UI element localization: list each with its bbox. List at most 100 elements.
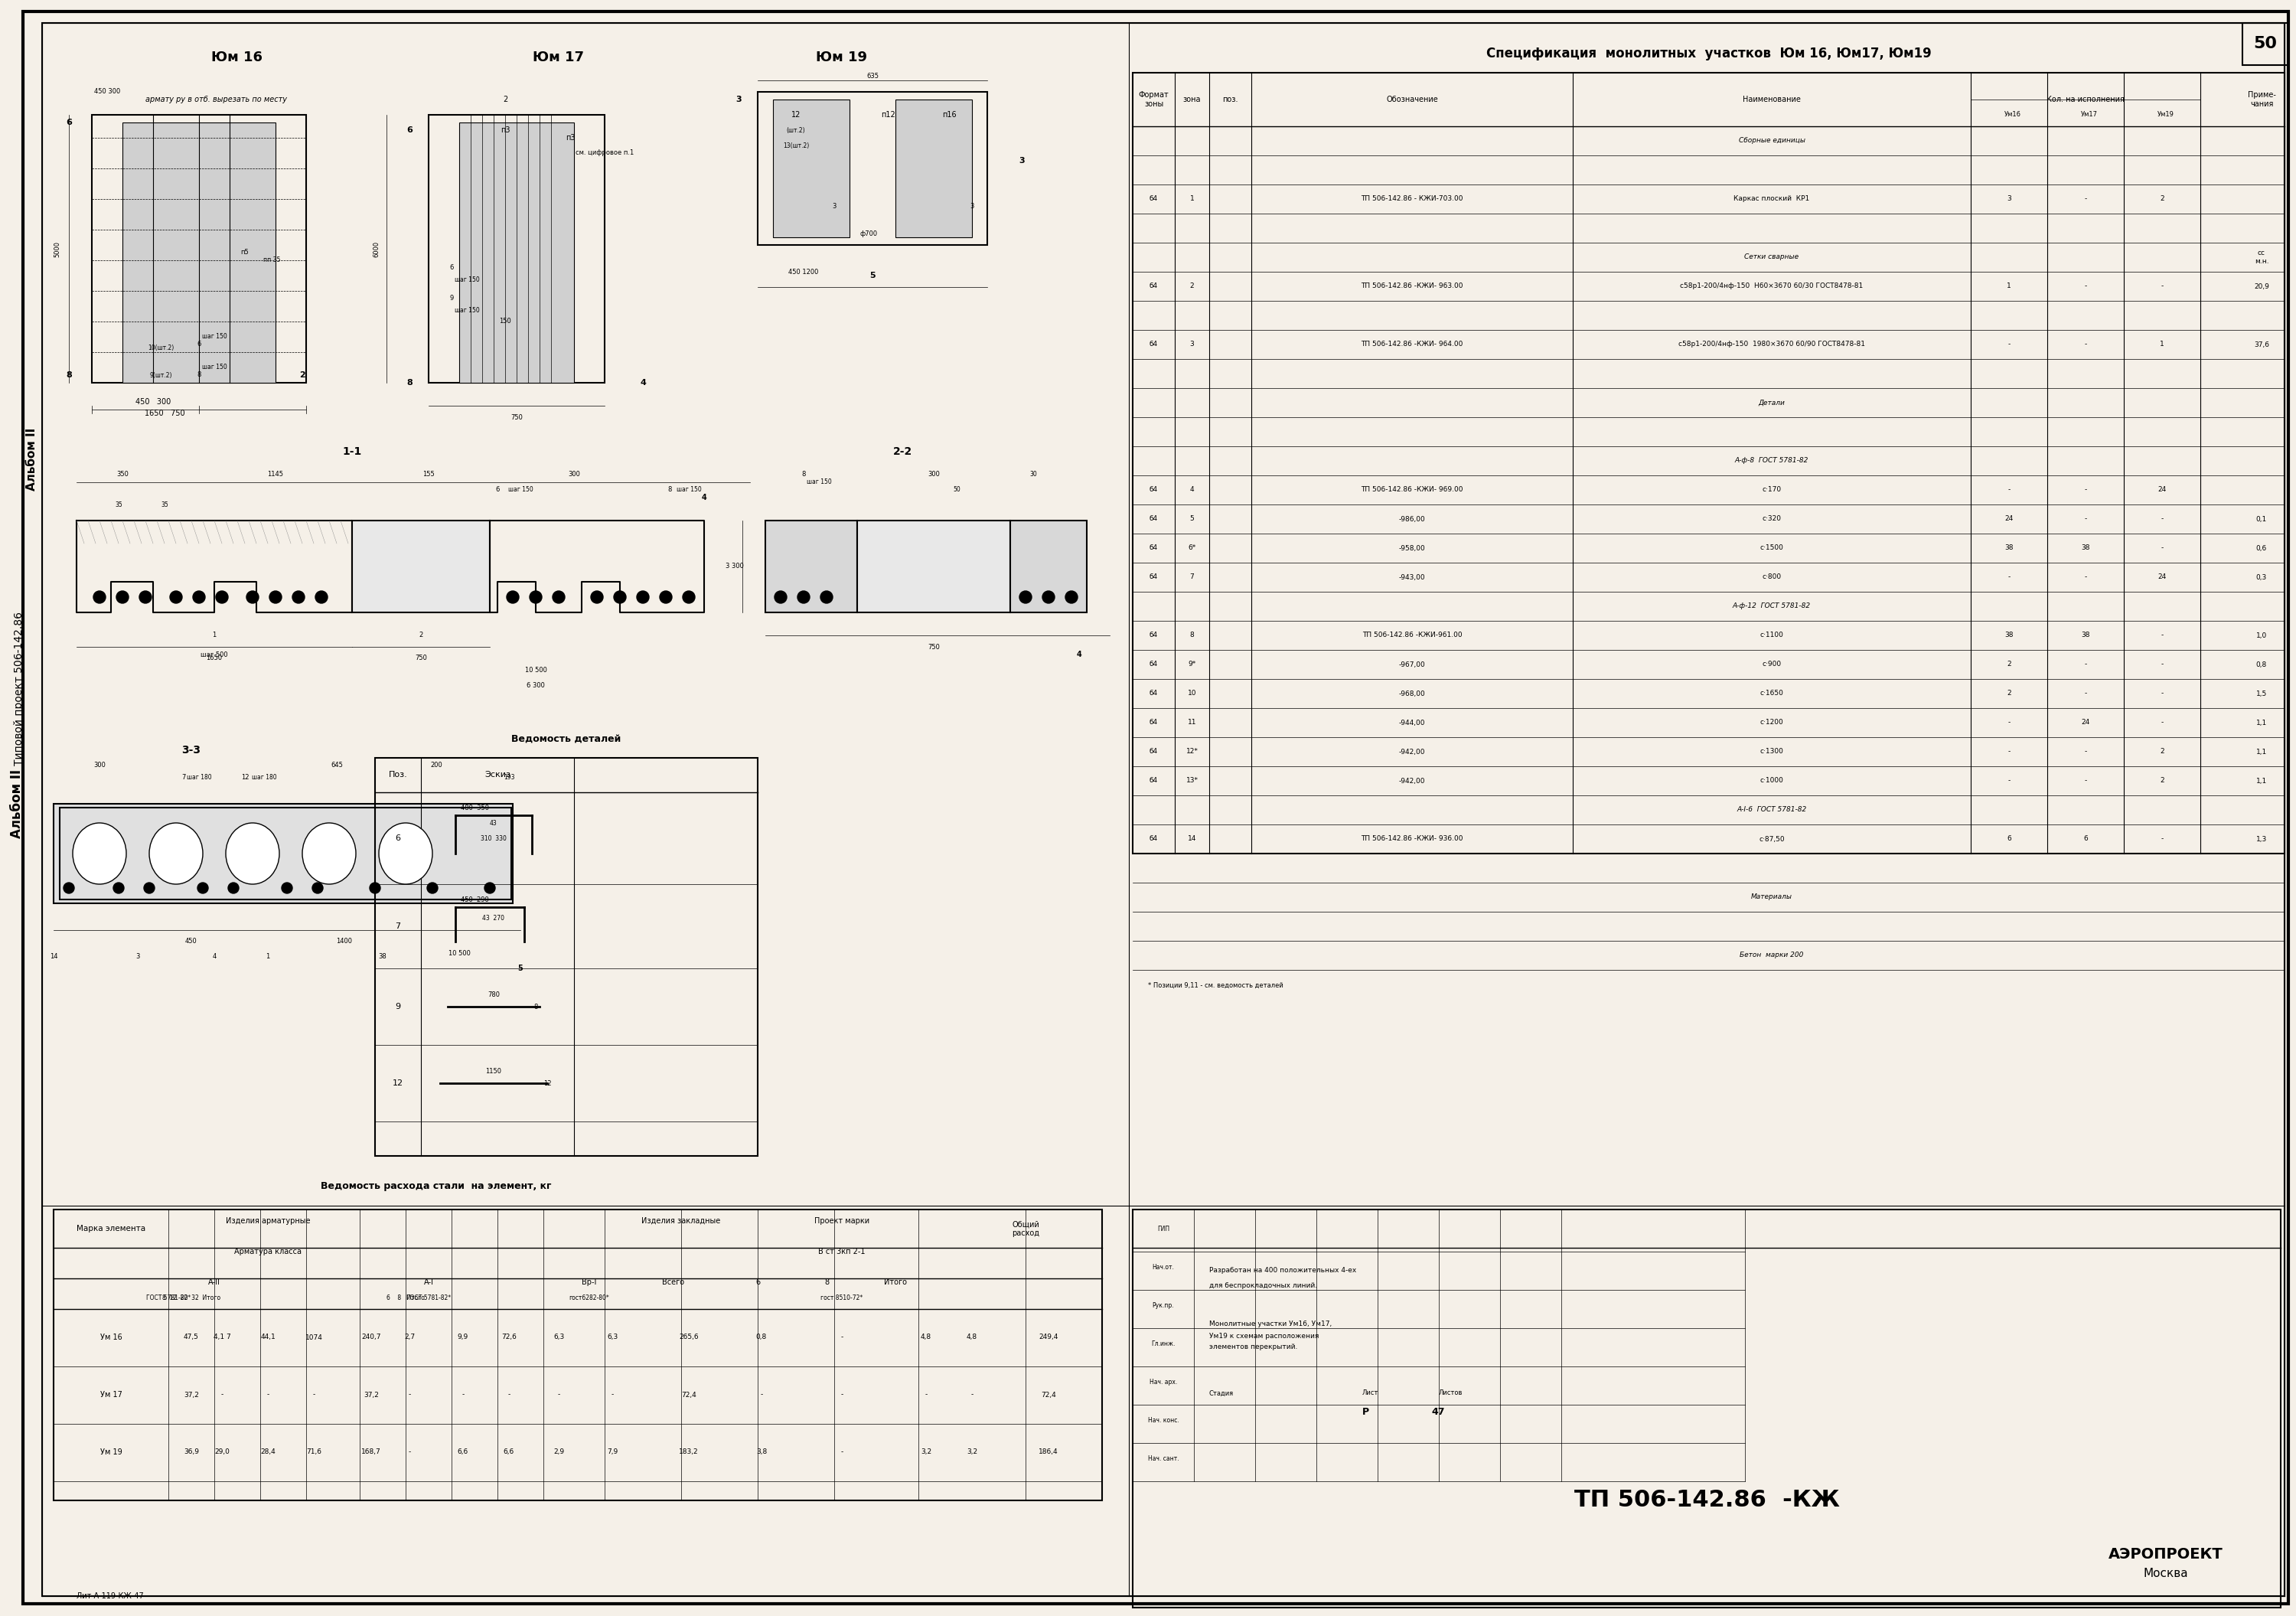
- Text: 1,5: 1,5: [2257, 690, 2266, 696]
- Text: 11: 11: [1187, 719, 1196, 726]
- Circle shape: [117, 591, 129, 603]
- Circle shape: [282, 882, 292, 894]
- Bar: [1132, 1209, 2280, 1608]
- Bar: [895, 100, 971, 238]
- Circle shape: [370, 882, 381, 894]
- Text: с58р1-200/4нф-150  1980×3670 60/90 ГОСТ8478-81: с58р1-200/4нф-150 1980×3670 60/90 ГОСТ84…: [1678, 341, 1864, 347]
- Text: -: -: [2085, 574, 2087, 580]
- Text: 44,1: 44,1: [259, 1333, 276, 1341]
- Text: -: -: [558, 1391, 560, 1398]
- Text: 1,0: 1,0: [2257, 632, 2266, 638]
- Text: 750: 750: [928, 643, 939, 650]
- Text: А-ф-12  ГОСТ 5781-82: А-ф-12 ГОСТ 5781-82: [1733, 603, 1812, 609]
- Text: ТП 506-142.86 -КЖИ- 963.00: ТП 506-142.86 -КЖИ- 963.00: [1362, 283, 1463, 289]
- Bar: [1010, 520, 1086, 612]
- Text: с·170: с·170: [1761, 486, 1782, 493]
- Text: шаг 150: шаг 150: [455, 276, 480, 283]
- Circle shape: [216, 591, 227, 603]
- Text: для беспрокладочных линий.: для беспрокладочных линий.: [1210, 1283, 1318, 1290]
- Text: 4,1 7: 4,1 7: [214, 1333, 230, 1341]
- Text: -: -: [2085, 516, 2087, 522]
- Text: армату ру в отб. вырезать по месту: армату ру в отб. вырезать по месту: [145, 95, 287, 103]
- Text: 3-3: 3-3: [181, 745, 202, 756]
- Text: -: -: [2161, 835, 2163, 842]
- Text: Ум16: Ум16: [2004, 112, 2020, 118]
- Ellipse shape: [225, 823, 280, 884]
- Text: 750: 750: [416, 654, 427, 663]
- Text: 72,4: 72,4: [1040, 1391, 1056, 1398]
- Text: -: -: [2007, 574, 2011, 580]
- Text: 300: 300: [567, 472, 581, 478]
- Text: 193: 193: [503, 774, 514, 781]
- Circle shape: [193, 591, 204, 603]
- Text: 72,6: 72,6: [501, 1333, 517, 1341]
- Text: -: -: [840, 1333, 843, 1341]
- Text: -958,00: -958,00: [1398, 545, 1426, 551]
- Text: 450 1200: 450 1200: [788, 268, 820, 275]
- Circle shape: [269, 591, 282, 603]
- Text: -: -: [925, 1391, 928, 1398]
- Text: 1: 1: [266, 953, 271, 960]
- Text: 3: 3: [135, 953, 140, 960]
- Text: 13(шт.2): 13(шт.2): [783, 142, 808, 149]
- Text: 645: 645: [331, 763, 342, 769]
- Text: 5: 5: [519, 965, 523, 973]
- Circle shape: [659, 591, 673, 603]
- Text: Разработан на 400 положительных 4-ех: Разработан на 400 положительных 4-ех: [1210, 1267, 1357, 1273]
- Text: 72,4: 72,4: [682, 1391, 696, 1398]
- Text: Приме-
чания: Приме- чания: [2248, 90, 2275, 108]
- Circle shape: [197, 882, 209, 894]
- Text: 38: 38: [2004, 545, 2014, 551]
- Text: 1: 1: [211, 632, 216, 638]
- Text: 8  12  20  32  Итого: 8 12 20 32 Итого: [163, 1294, 220, 1301]
- Text: шаг 150: шаг 150: [806, 478, 831, 486]
- Circle shape: [246, 591, 259, 603]
- Text: 12: 12: [544, 1079, 551, 1086]
- Circle shape: [636, 591, 650, 603]
- Text: 12: 12: [241, 774, 248, 781]
- Text: Обозначение: Обозначение: [1387, 95, 1437, 103]
- Text: -: -: [2085, 486, 2087, 493]
- Text: 2: 2: [503, 95, 507, 103]
- Text: -942,00: -942,00: [1398, 748, 1426, 755]
- Text: Ум17: Ум17: [2080, 112, 2099, 118]
- Text: 6,3: 6,3: [606, 1333, 618, 1341]
- Bar: [774, 100, 850, 238]
- Text: 0,3: 0,3: [2257, 574, 2266, 580]
- Text: (шт.2): (шт.2): [788, 126, 806, 134]
- Text: Ведомость расхода стали  на элемент, кг: Ведомость расхода стали на элемент, кг: [321, 1181, 551, 1191]
- Text: 5000: 5000: [55, 241, 60, 257]
- Bar: [856, 520, 1010, 612]
- Text: Юм 17: Юм 17: [533, 50, 583, 65]
- Text: -986,00: -986,00: [1398, 516, 1426, 522]
- Bar: [758, 92, 987, 246]
- Text: 6: 6: [197, 341, 202, 347]
- Text: Поз.: Поз.: [388, 771, 406, 779]
- Text: 37,2: 37,2: [184, 1391, 200, 1398]
- Text: -: -: [2161, 661, 2163, 667]
- Text: 3 300: 3 300: [726, 562, 744, 570]
- Text: Листов: Листов: [1440, 1390, 1463, 1396]
- Text: Итого: Итого: [884, 1278, 907, 1286]
- Text: 183,2: 183,2: [680, 1448, 698, 1456]
- Text: Ум 16: Ум 16: [101, 1333, 122, 1341]
- Text: б4: б4: [1150, 719, 1157, 726]
- Text: -: -: [2161, 690, 2163, 696]
- Text: 635: 635: [866, 73, 879, 81]
- Text: -: -: [2007, 719, 2011, 726]
- Text: шаг 150: шаг 150: [202, 364, 227, 372]
- Text: -: -: [2007, 748, 2011, 755]
- Text: шаг 180: шаг 180: [186, 774, 211, 781]
- Text: А-I-6  ГОСТ 5781-82: А-I-6 ГОСТ 5781-82: [1736, 806, 1807, 813]
- Text: 0,1: 0,1: [2257, 516, 2266, 522]
- Text: с·1300: с·1300: [1761, 748, 1784, 755]
- Text: А-ф-8  ГОСТ 5781-82: А-ф-8 ГОСТ 5781-82: [1736, 457, 1809, 464]
- Text: шаг 150: шаг 150: [507, 486, 533, 493]
- Text: Альбом II: Альбом II: [28, 428, 37, 491]
- Text: 2-2: 2-2: [893, 446, 914, 457]
- Text: ТП 506-142.86  -КЖ: ТП 506-142.86 -КЖ: [1575, 1490, 1839, 1511]
- Text: б4: б4: [1150, 777, 1157, 784]
- Text: 20,9: 20,9: [2255, 283, 2268, 289]
- Text: 3,8: 3,8: [755, 1448, 767, 1456]
- Circle shape: [145, 882, 154, 894]
